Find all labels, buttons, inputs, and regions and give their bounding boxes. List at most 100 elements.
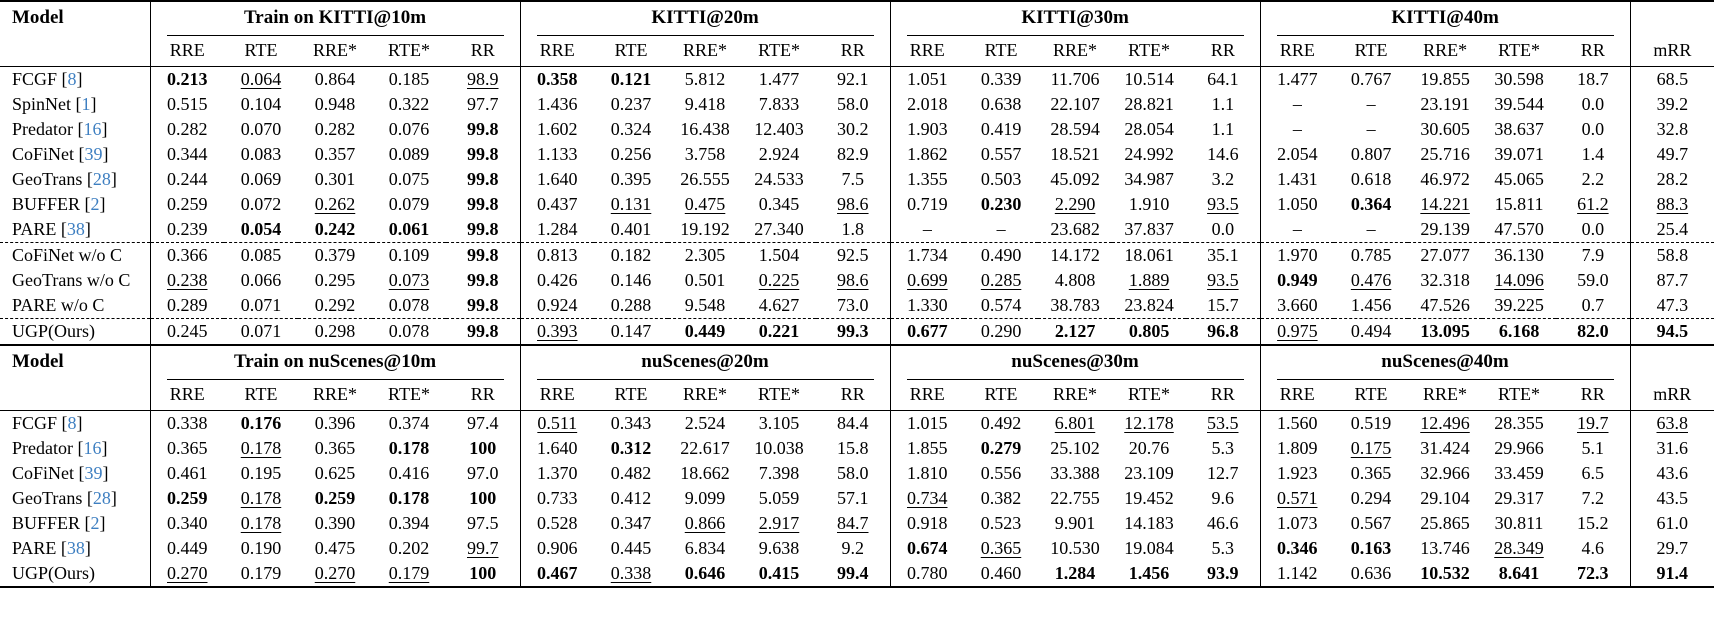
- mrr-cell: 63.8: [1629, 410, 1714, 436]
- metric-value: 20.76: [1128, 437, 1170, 458]
- metric-value: 0.175: [1350, 437, 1392, 458]
- value-cell: 0.461: [149, 460, 224, 486]
- model-name: BUFFER: [12, 193, 81, 214]
- value-cell: 33.388: [1038, 461, 1112, 486]
- citation-link[interactable]: 39: [84, 143, 103, 164]
- metric-value: 10.514: [1124, 68, 1174, 89]
- metric-header: RRE: [1259, 379, 1334, 411]
- metric-value: 2.305: [684, 244, 726, 265]
- value-cell: 34.987: [1112, 167, 1186, 192]
- citation-link[interactable]: 39: [84, 462, 103, 483]
- metric-value: 37.837: [1124, 218, 1174, 239]
- metric-value: 0.071: [240, 294, 282, 315]
- metric-value: 1.456: [1350, 294, 1392, 315]
- metric-value: 30.2: [837, 118, 869, 139]
- citation-link[interactable]: 8: [67, 68, 77, 89]
- metric-value: 23.824: [1124, 294, 1174, 315]
- value-cell: 18.061: [1112, 241, 1187, 268]
- metric-value: 88.3: [1656, 193, 1689, 214]
- metric-value: 2.917: [758, 512, 800, 533]
- metric-value: 0.412: [610, 487, 652, 508]
- metric-value: 13.746: [1420, 537, 1470, 558]
- model-name: PARE w/o C: [12, 294, 105, 315]
- table-row: CoFiNet [39] 0.344 0.083 0.357 0.089 99.8 1.13…: [0, 141, 1714, 167]
- value-cell: 1.809: [1259, 435, 1334, 461]
- metric-value: 0.178: [240, 437, 282, 458]
- citation-link[interactable]: 28: [92, 487, 111, 508]
- metric-value: 23.109: [1124, 462, 1174, 483]
- metric-value: 0.492: [980, 412, 1022, 433]
- metric-value: 0.374: [388, 412, 430, 433]
- citation-link[interactable]: 16: [83, 437, 102, 458]
- metric-value: 0.416: [388, 462, 430, 483]
- value-cell: 0.767: [1334, 66, 1408, 92]
- value-cell: 0.178: [224, 486, 298, 511]
- metric-value: 43.6: [1656, 462, 1689, 483]
- metric-value: 0.482: [610, 462, 652, 483]
- metric-value: 72.3: [1577, 562, 1609, 583]
- value-cell: 93.5: [1186, 192, 1260, 217]
- metric-value: 1.970: [1277, 244, 1318, 265]
- metric-value: 19.855: [1420, 68, 1470, 89]
- citation-link[interactable]: 38: [66, 537, 85, 558]
- metric-value: 5.3: [1211, 437, 1235, 458]
- value-cell: 36.130: [1482, 241, 1557, 268]
- value-cell: 0.185: [372, 66, 446, 92]
- metric-value: 0.415: [758, 562, 800, 583]
- metric-value: 87.7: [1656, 269, 1689, 290]
- metric-value: 0.7: [1581, 294, 1605, 315]
- value-cell: 0.511: [519, 410, 594, 436]
- metric-value: 0.864: [314, 68, 356, 89]
- metric-header: RTE: [594, 35, 669, 67]
- metric-value: 9.6: [1211, 487, 1235, 508]
- value-cell: 97.7: [446, 92, 520, 117]
- metric-value: 0.146: [610, 269, 652, 290]
- metric-value: 1.560: [1277, 412, 1318, 433]
- model-name: CoFiNet: [12, 462, 75, 483]
- table-row: SpinNet [1] 0.515 0.104 0.948 0.322 97.7 1.436…: [0, 91, 1714, 117]
- citation-link[interactable]: 38: [66, 218, 85, 239]
- value-cell: 97.0: [446, 461, 520, 486]
- metric-value: 0.476: [1350, 269, 1392, 290]
- value-cell: 61.2: [1556, 192, 1630, 217]
- metric-value: 29.7: [1656, 537, 1689, 558]
- metric-value: 43.5: [1656, 487, 1689, 508]
- metric-value: 0.638: [980, 93, 1022, 114]
- metric-value: 0.225: [758, 269, 800, 290]
- metric-value: 1.640: [537, 168, 578, 189]
- metric-value: 26.555: [680, 168, 730, 189]
- metric-value: 32.8: [1656, 118, 1689, 139]
- citation-link[interactable]: 2: [90, 512, 100, 533]
- value-cell: 13.746: [1408, 536, 1482, 561]
- metric-value: 59.0: [1577, 269, 1609, 290]
- metric-value: 0.178: [388, 437, 430, 458]
- metric-value: 11.706: [1050, 68, 1100, 89]
- metric-value: 47.3: [1656, 294, 1689, 315]
- metric-value: 0.0: [1581, 218, 1605, 239]
- value-cell: 96.8: [1186, 317, 1261, 345]
- model-name: GeoTrans: [12, 487, 83, 508]
- value-cell: 0.288: [594, 293, 668, 319]
- citation-link[interactable]: 1: [81, 93, 91, 114]
- citation-link[interactable]: 16: [83, 118, 102, 139]
- value-cell: 4.6: [1556, 536, 1630, 561]
- metric-value: 0.618: [1350, 168, 1392, 189]
- metric-value: 0.501: [684, 269, 726, 290]
- citation-link[interactable]: 2: [90, 193, 100, 214]
- metric-value: 0.054: [240, 218, 282, 239]
- value-cell: 0.719: [889, 191, 965, 217]
- value-cell: 0.256: [594, 142, 668, 167]
- metric-header: RR: [446, 379, 520, 411]
- metric-value: 0.357: [314, 143, 356, 164]
- value-cell: 2.917: [742, 511, 816, 536]
- value-cell: 0.079: [372, 192, 446, 217]
- value-cell: 27.340: [742, 217, 816, 243]
- value-cell: 28.054: [1112, 117, 1186, 142]
- value-cell: 1.8: [816, 217, 890, 243]
- model-cell: FCGF [8]: [12, 68, 83, 89]
- metric-value: 97.7: [467, 93, 499, 114]
- citation-link[interactable]: 8: [67, 412, 77, 433]
- value-cell: 0.213: [149, 66, 224, 92]
- table-row: BUFFER [2] 0.340 0.178 0.390 0.394 97.5 0.528 0…: [0, 510, 1714, 536]
- citation-link[interactable]: 28: [92, 168, 111, 189]
